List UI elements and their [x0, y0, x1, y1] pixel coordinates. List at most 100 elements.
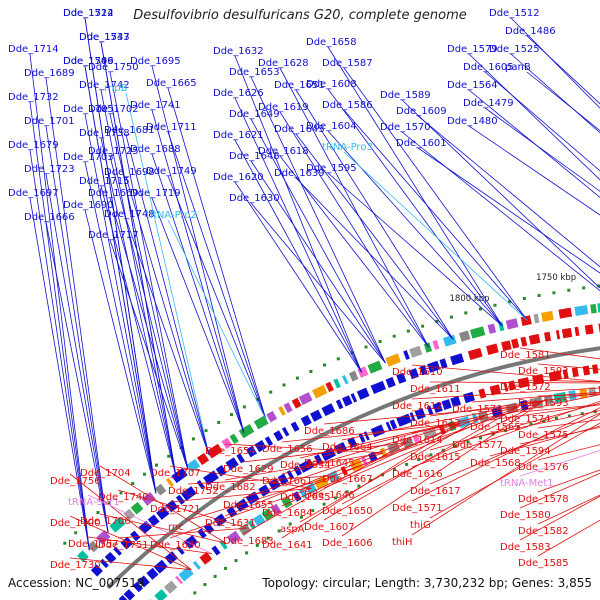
- scale-tick: [567, 288, 571, 292]
- reverse-gene-label: Dde_1650: [322, 506, 373, 517]
- reverse-gene-arrow: [277, 473, 289, 485]
- forward-label-leader: [279, 111, 430, 348]
- reverse-gene-label: Dde_1594: [500, 446, 551, 457]
- reverse-gene-label: Dde_1629: [223, 464, 274, 475]
- forward-label-leader: [327, 46, 503, 327]
- forward-gene-arrow: [180, 486, 197, 501]
- gene-category-bar: [87, 540, 100, 553]
- reverse-gene-label: Dde_1575: [518, 430, 569, 441]
- reverse-gene-label: aspA: [280, 524, 305, 535]
- scale-tick: [537, 294, 541, 297]
- reverse-label-leader: [489, 425, 600, 457]
- gene-category-bar: [360, 456, 369, 467]
- gene-category-bar: [520, 315, 532, 326]
- reverse-gene-arrow: [164, 551, 178, 565]
- forward-gene-arrow: [300, 414, 312, 427]
- forward-gene-arrow: [236, 453, 245, 464]
- forward-gene-label: Dde_1639: [274, 168, 325, 179]
- scale-tick: [277, 529, 281, 533]
- scale-tick: [364, 345, 368, 349]
- forward-label-leader: [109, 155, 189, 470]
- forward-gene-arrow: [598, 323, 600, 333]
- scale-tick: [234, 559, 238, 563]
- reverse-gene-label: thiG: [410, 520, 431, 531]
- forward-label-leader: [125, 92, 210, 456]
- scale-tick: [421, 324, 425, 328]
- accession-text: Accession: NC_007519: [8, 576, 145, 590]
- forward-label-leader: [45, 77, 109, 534]
- forward-gene-label: Dde_1705: [63, 104, 114, 115]
- gene-category-bar: [553, 391, 567, 403]
- forward-label-leader: [45, 125, 109, 534]
- reverse-label-leader: [281, 422, 461, 443]
- forward-label-leader: [484, 71, 600, 172]
- reverse-gene-arrow: [203, 522, 215, 534]
- forward-gene-label: Dde_1750: [88, 62, 139, 73]
- reverse-gene-label: Dde_1585: [518, 558, 569, 569]
- forward-gene-label: Dde_1589: [380, 90, 431, 101]
- forward-gene-label: Dde_1546: [63, 56, 114, 67]
- reverse-gene-arrow: [132, 581, 144, 593]
- forward-label-leader: [510, 17, 600, 109]
- forward-label-leader: [250, 118, 386, 364]
- reverse-label-leader: [341, 400, 545, 505]
- forward-gene-arrow: [113, 546, 122, 556]
- scale-tick: [191, 437, 195, 441]
- forward-label-leader: [125, 176, 210, 456]
- forward-label-leader: [109, 239, 189, 470]
- reverse-label-leader: [224, 452, 384, 481]
- reverse-gene-label: Dde_1704: [80, 468, 131, 479]
- forward-gene-arrow: [196, 479, 206, 490]
- reverse-label-leader: [69, 557, 192, 571]
- reverse-gene-label: Dde_1751: [98, 540, 149, 551]
- forward-label-leader: [125, 134, 210, 456]
- forward-gene-label: Dde_1605: [463, 62, 514, 73]
- gene-category-bar: [281, 496, 293, 509]
- forward-gene-label: Dde_1618: [258, 146, 309, 157]
- reverse-gene-label: Dde_1655: [223, 500, 274, 511]
- reverse-gene-arrow: [137, 575, 150, 588]
- reverse-gene-label: Dde_1631: [205, 518, 256, 529]
- forward-gene-label: Dde_1741: [130, 100, 181, 111]
- scale-tick: [580, 412, 584, 416]
- forward-gene-arrow: [156, 506, 170, 520]
- reverse-label-leader: [411, 387, 600, 400]
- reverse-label-leader: [489, 404, 600, 421]
- forward-gene-label: Dde_1620: [213, 172, 264, 183]
- reverse-gene-arrow: [226, 506, 238, 518]
- reverse-gene-label: Dde_1641: [262, 540, 313, 551]
- reverse-gene-arrow: [183, 535, 198, 549]
- reverse-gene-arrow: [245, 491, 260, 505]
- forward-gene-label: Dde_1742: [79, 80, 130, 91]
- forward-gene-label: Dde_1658: [306, 37, 357, 48]
- scale-tick: [466, 440, 470, 444]
- forward-gene-label: Dde_1698: [104, 167, 155, 178]
- scale-tick: [309, 370, 313, 373]
- reverse-label-leader: [411, 394, 600, 434]
- scale-tick: [582, 286, 586, 290]
- gene-category-bar: [175, 575, 183, 585]
- scale-tick: [478, 307, 482, 311]
- reverse-label-leader: [69, 473, 192, 571]
- forward-gene-arrow: [419, 365, 428, 376]
- gene-category-bar: [590, 303, 597, 314]
- forward-label-leader: [151, 197, 245, 433]
- forward-gene-arrow: [350, 393, 358, 403]
- scale-tick: [417, 458, 421, 461]
- scale-tick: [491, 432, 495, 436]
- reverse-gene-arrow: [358, 433, 366, 443]
- gene-category-bar: [409, 345, 423, 358]
- scale-tick: [119, 491, 123, 495]
- gene-category-bar: [498, 321, 505, 332]
- gene-category-bar: [469, 326, 486, 339]
- scale-tick: [203, 583, 207, 587]
- reverse-gene-label: Dde_1707: [150, 468, 201, 479]
- reverse-gene-label: Dde_1583: [500, 542, 551, 553]
- reverse-gene-label: Dde_1582: [518, 526, 569, 537]
- forward-gene-arrow: [543, 331, 552, 342]
- forward-label-leader: [45, 173, 109, 534]
- reverse-gene-label: Dde_1606: [322, 538, 373, 549]
- forward-gene-label: Dde_1714: [8, 44, 59, 55]
- reverse-gene-label: rnc: [168, 522, 184, 533]
- gene-category-bar: [574, 305, 589, 316]
